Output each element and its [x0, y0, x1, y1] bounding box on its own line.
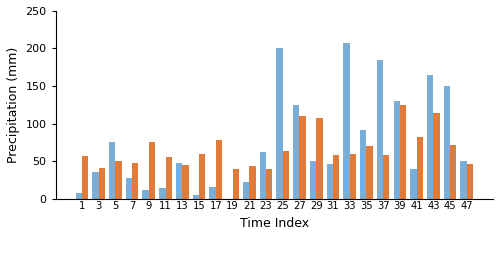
- Bar: [76, 193, 82, 199]
- Bar: [310, 161, 316, 199]
- Bar: [109, 142, 116, 199]
- Bar: [92, 172, 98, 199]
- Bar: [260, 152, 266, 199]
- Bar: [360, 130, 366, 199]
- Bar: [149, 142, 155, 199]
- Bar: [460, 161, 467, 199]
- Bar: [450, 145, 456, 199]
- Bar: [176, 163, 182, 199]
- Bar: [166, 157, 172, 199]
- Bar: [126, 179, 132, 199]
- Bar: [199, 154, 205, 199]
- Bar: [377, 60, 383, 199]
- Bar: [132, 163, 138, 199]
- Bar: [159, 188, 166, 199]
- Bar: [316, 118, 322, 199]
- Bar: [350, 154, 356, 199]
- Bar: [344, 43, 349, 199]
- Bar: [326, 164, 333, 199]
- Bar: [266, 169, 272, 199]
- Bar: [416, 137, 423, 199]
- Bar: [434, 113, 440, 199]
- Bar: [333, 155, 340, 199]
- Bar: [282, 152, 289, 199]
- Bar: [232, 169, 239, 199]
- Y-axis label: Precipitation (mm): Precipitation (mm): [7, 47, 20, 163]
- Bar: [410, 169, 416, 199]
- Bar: [192, 195, 199, 199]
- Bar: [182, 165, 188, 199]
- X-axis label: Time Index: Time Index: [240, 217, 309, 230]
- Bar: [400, 105, 406, 199]
- Bar: [250, 166, 256, 199]
- Bar: [383, 155, 390, 199]
- Bar: [293, 105, 300, 199]
- Bar: [444, 86, 450, 199]
- Bar: [394, 101, 400, 199]
- Bar: [216, 140, 222, 199]
- Bar: [142, 190, 149, 199]
- Bar: [276, 49, 282, 199]
- Legend: Observed, Predicted: Observed, Predicted: [179, 273, 370, 276]
- Bar: [366, 146, 373, 199]
- Bar: [116, 161, 121, 199]
- Bar: [427, 75, 434, 199]
- Bar: [467, 164, 473, 199]
- Bar: [210, 187, 216, 199]
- Bar: [243, 182, 250, 199]
- Bar: [300, 116, 306, 199]
- Bar: [98, 168, 105, 199]
- Bar: [82, 156, 88, 199]
